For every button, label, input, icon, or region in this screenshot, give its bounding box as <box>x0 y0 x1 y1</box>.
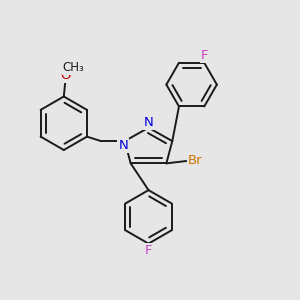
Text: N: N <box>144 116 154 129</box>
Text: F: F <box>145 244 152 257</box>
Text: Br: Br <box>188 154 203 167</box>
Text: O: O <box>60 69 70 82</box>
Text: N: N <box>118 139 128 152</box>
Text: CH₃: CH₃ <box>63 61 85 74</box>
Text: F: F <box>201 49 208 62</box>
